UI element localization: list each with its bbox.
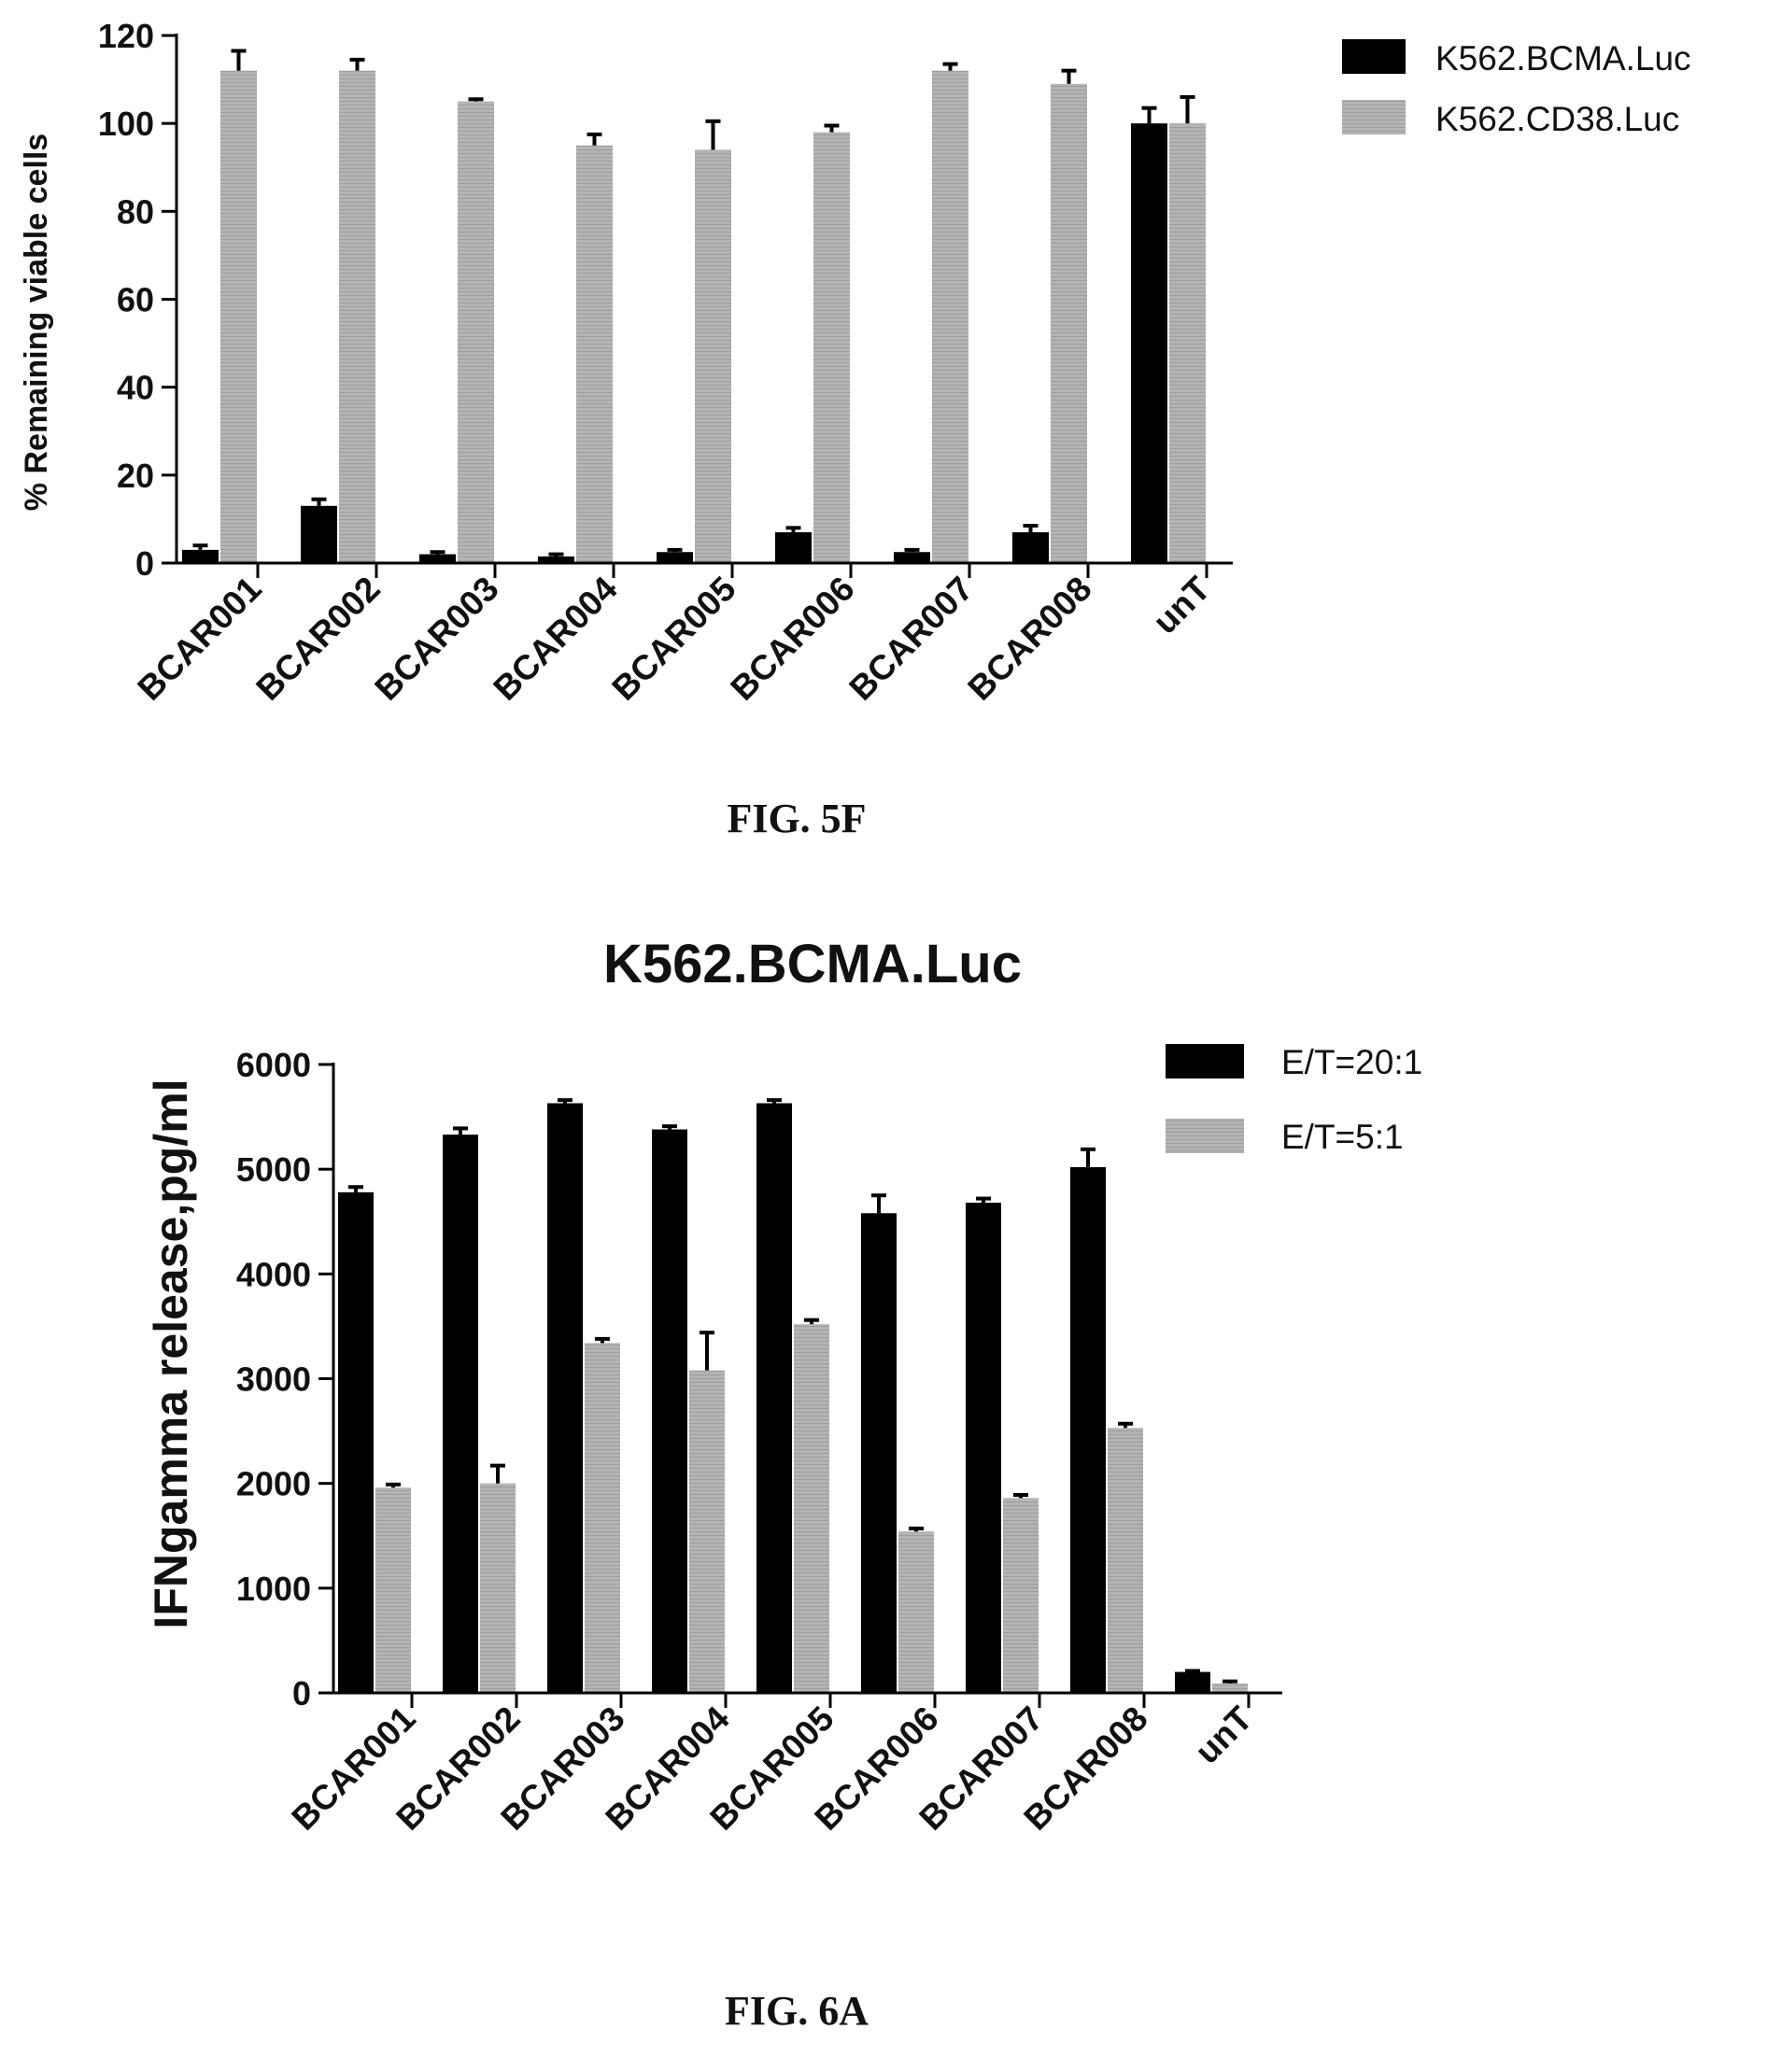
bar-series-2 — [1003, 1498, 1039, 1693]
bar-series-2 — [1169, 123, 1206, 563]
x-tick-label: BCAR008 — [960, 570, 1098, 708]
legend-label-series-1: K562.BCMA.Luc — [1435, 39, 1691, 78]
bar-series-1 — [894, 552, 930, 563]
bar-series-1 — [338, 1191, 374, 1693]
y-axis-label: % Remaining viable cells — [19, 134, 54, 511]
bar-series-2 — [480, 1483, 516, 1693]
bar-series-2 — [689, 1370, 725, 1693]
x-tick-label: BCAR003 — [367, 570, 505, 708]
x-tick-label: BCAR006 — [723, 570, 861, 708]
y-tick-label: 80 — [117, 192, 154, 231]
bar-series-1 — [301, 505, 337, 563]
bar-series-2 — [695, 149, 731, 563]
bar-series-1 — [538, 556, 574, 563]
bar-series-2 — [898, 1531, 934, 1693]
bar-series-1 — [1175, 1671, 1210, 1693]
bar-series-1 — [547, 1103, 583, 1693]
bar-series-2 — [1108, 1428, 1143, 1693]
bar-series-1 — [775, 532, 812, 563]
legend: E/T=20:1 E/T=5:1 — [1166, 1043, 1422, 1156]
chart-ifngamma-release: K562.BCMA.Luc IFNgamma release,pg/ml 0 10… — [145, 934, 1422, 2034]
bar-series-2 — [1051, 83, 1087, 563]
legend: K562.BCMA.Luc K562.CD38.Luc — [1342, 39, 1691, 138]
y-tick-label: 3000 — [236, 1360, 311, 1399]
legend-swatch-series-2 — [1166, 1119, 1244, 1153]
bar-series-2 — [220, 70, 257, 563]
x-tick-label: BCAR007 — [841, 570, 980, 708]
bar-series-2 — [794, 1324, 829, 1693]
x-tick-label: BCAR002 — [248, 570, 387, 708]
bar-series-2 — [1212, 1683, 1248, 1693]
y-tick-label: 120 — [98, 17, 154, 55]
y-tick-label: 0 — [135, 544, 154, 583]
bar-series-1 — [657, 552, 693, 563]
y-tick-label: 5000 — [236, 1150, 311, 1189]
bar-series-1 — [1012, 532, 1049, 563]
bar-series-1 — [1131, 123, 1167, 563]
chart-remaining-viable-cells: % Remaining viable cells 0 20 40 60 80 100 120… — [19, 17, 1691, 841]
bar-series-2 — [339, 70, 375, 563]
legend-swatch-series-2 — [1342, 100, 1406, 134]
legend-label-series-2: E/T=5:1 — [1281, 1118, 1404, 1156]
x-tick-label: unT — [1188, 1698, 1260, 1770]
legend-label-series-2: K562.CD38.Luc — [1435, 100, 1679, 138]
y-tick-label: 60 — [117, 281, 154, 319]
bar-series-2 — [585, 1343, 620, 1693]
y-tick-label: 6000 — [236, 1046, 311, 1084]
bar-series-2 — [813, 132, 850, 564]
bar-series-1 — [861, 1213, 897, 1693]
y-tick-label: 20 — [117, 457, 154, 495]
chart-title: K562.BCMA.Luc — [603, 934, 1022, 994]
y-axis-label: IFNgamma release,pg/ml — [145, 1078, 197, 1628]
bar-series-2 — [375, 1487, 411, 1693]
y-tick-label: 40 — [117, 369, 154, 407]
bar-series-1 — [966, 1203, 1001, 1693]
bar-series-1 — [419, 554, 456, 563]
bar-series-1 — [182, 549, 219, 563]
y-tick-label: 100 — [98, 105, 154, 143]
x-tick-label: BCAR001 — [130, 570, 268, 708]
bar-series-1 — [1070, 1166, 1106, 1693]
y-tick-label: 4000 — [236, 1255, 311, 1293]
x-tick-label: BCAR005 — [604, 570, 742, 708]
legend-label-series-1: E/T=20:1 — [1281, 1043, 1422, 1081]
bar-series-2 — [458, 101, 494, 563]
figure-caption: FIG. 5F — [727, 796, 866, 841]
y-tick-label: 0 — [292, 1674, 311, 1713]
figure-caption: FIG. 6A — [725, 1988, 869, 2034]
y-tick-label: 2000 — [236, 1465, 311, 1503]
bar-series-2 — [932, 70, 968, 563]
legend-swatch-series-1 — [1342, 39, 1406, 74]
bar-series-1 — [443, 1135, 478, 1693]
x-tick-label: unT — [1146, 569, 1218, 641]
bar-series-1 — [756, 1103, 792, 1693]
bar-series-2 — [576, 145, 613, 564]
legend-swatch-series-1 — [1166, 1044, 1244, 1078]
x-tick-label: BCAR004 — [486, 569, 625, 708]
y-tick-label: 1000 — [236, 1570, 311, 1608]
bar-series-1 — [652, 1129, 687, 1693]
